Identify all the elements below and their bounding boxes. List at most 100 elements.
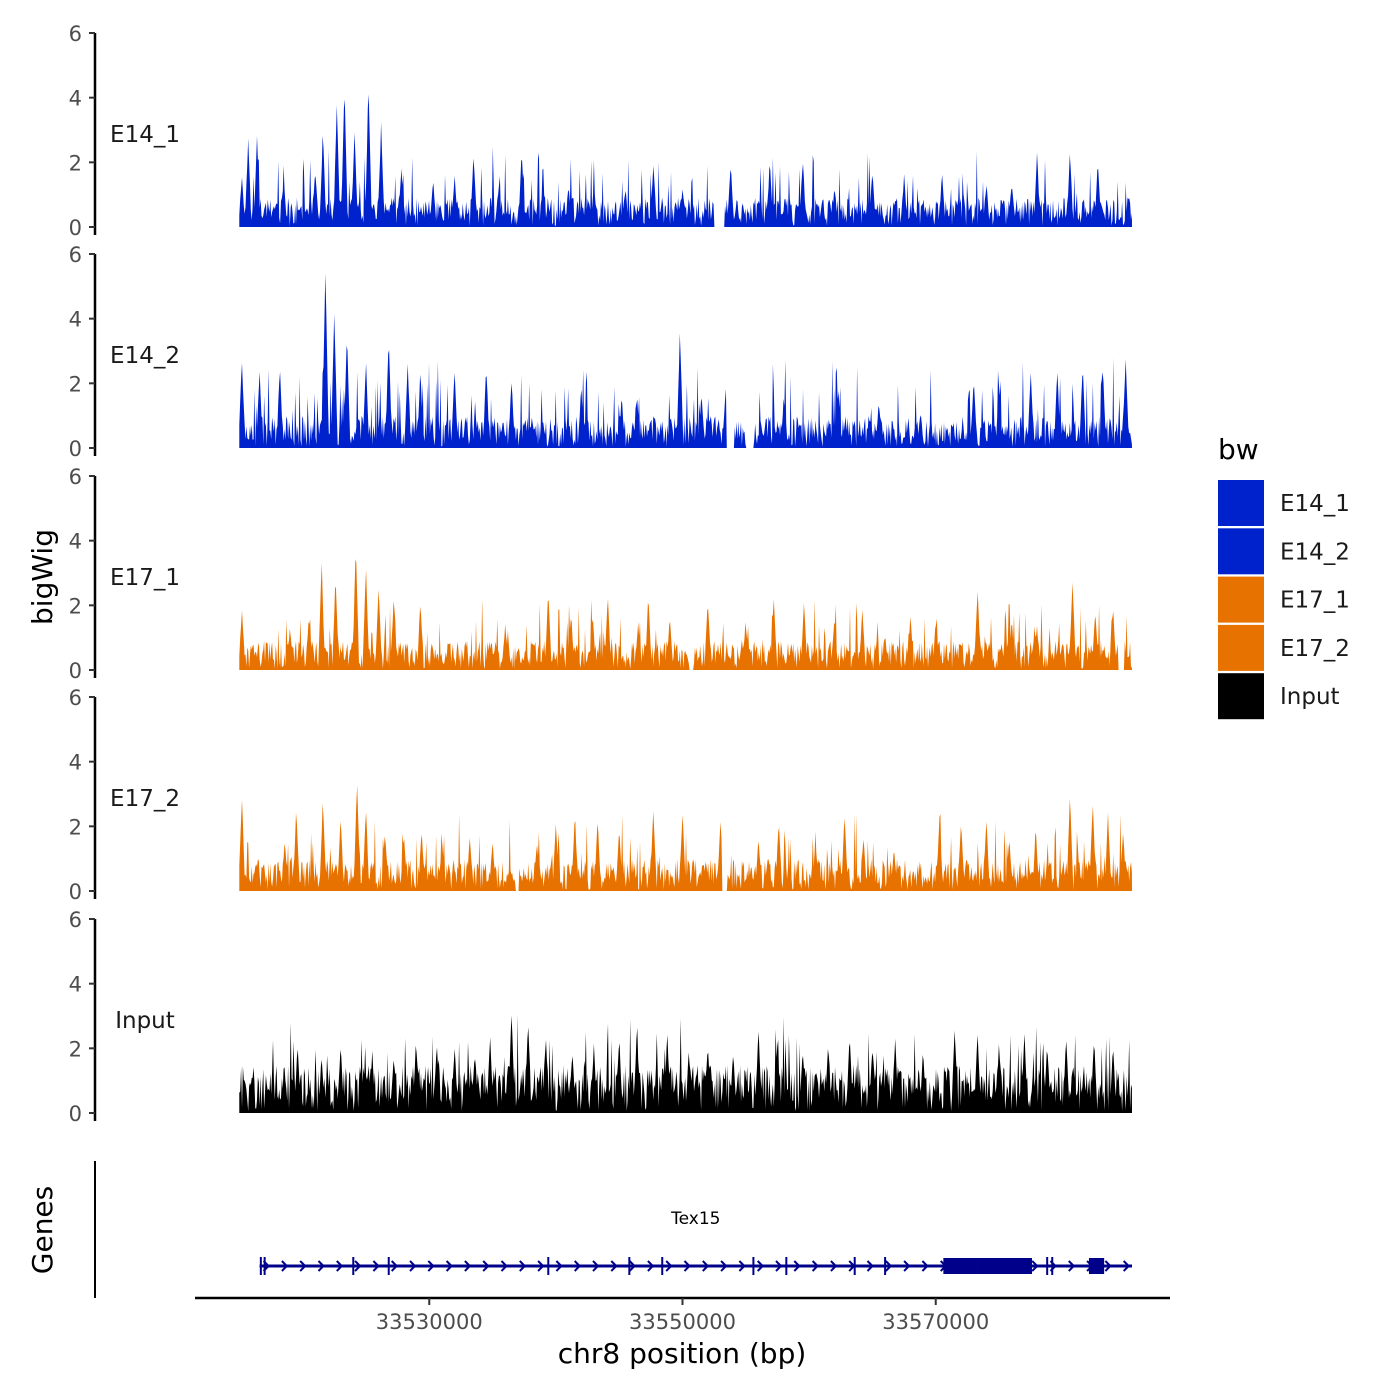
strand-arrow	[500, 1260, 508, 1272]
y-tick-label: 0	[69, 880, 82, 904]
strand-arrow	[628, 1260, 636, 1272]
strand-arrow	[647, 1260, 655, 1272]
signal-area-E14_1	[239, 94, 1133, 227]
track-panels: 0 2 4 6 E14_1 0 2 4 6 E14_2 0 2 4 6 E17_1 0 2 4 6 E17_2 0 2 4 6…	[69, 22, 1133, 1126]
legend: bw E14_1 E14_2 E17_1 E17_2 Input	[1218, 433, 1350, 720]
gene-label: Tex15	[670, 1209, 720, 1229]
track-E17_1: 0 2 4 6 E17_1	[69, 465, 1133, 683]
legend-label: E14_1	[1280, 491, 1350, 517]
gene-model	[259, 1257, 1133, 1275]
strand-arrow	[445, 1260, 453, 1272]
strand-arrow	[903, 1260, 911, 1272]
strand-arrow	[1122, 1260, 1131, 1272]
strand-arrow	[610, 1260, 618, 1272]
strand-arrow	[317, 1260, 325, 1272]
y-tick-label: 4	[69, 530, 82, 554]
strand-arrow	[702, 1260, 710, 1272]
strand-arrow	[866, 1260, 874, 1272]
track-E17_2: 0 2 4 6 E17_2	[69, 686, 1133, 904]
strand-arrow	[336, 1260, 344, 1272]
strand-arrow	[409, 1260, 417, 1272]
y-tick-label: 6	[69, 465, 82, 489]
y-tick-label: 2	[69, 594, 82, 618]
strand-arrow	[885, 1260, 893, 1272]
track-label: Input	[115, 1008, 175, 1034]
y-tick-label: 2	[69, 372, 82, 396]
strand-arrow	[573, 1260, 582, 1272]
y-axis-title: bigWig	[26, 529, 59, 625]
strand-arrow	[720, 1260, 728, 1272]
strand-arrow	[811, 1260, 819, 1272]
strand-arrow	[665, 1260, 673, 1272]
track-Input: 0 2 4 6 Input	[69, 908, 1133, 1126]
legend-label: E17_1	[1280, 588, 1350, 614]
y-tick-label: 2	[69, 151, 82, 175]
exon-block	[943, 1258, 978, 1274]
strand-arrow	[1104, 1260, 1112, 1272]
strand-arrow	[1068, 1260, 1076, 1272]
strand-arrow	[354, 1260, 362, 1272]
strand-arrow	[372, 1260, 380, 1272]
track-E14_1: 0 2 4 6 E14_1	[69, 22, 1133, 240]
x-axis-title: chr8 position (bp)	[558, 1337, 807, 1370]
x-tick-label: 33530000	[376, 1310, 483, 1334]
y-tick-label: 0	[69, 1102, 82, 1126]
x-tick-label: 33570000	[882, 1310, 989, 1334]
x-axis-ticks: 33530000 33550000 33570000	[376, 1298, 989, 1334]
strand-arrow	[519, 1260, 527, 1272]
exon-block	[977, 1258, 1032, 1274]
legend-label: E14_2	[1280, 539, 1350, 565]
legend-title: bw	[1218, 433, 1259, 466]
legend-label: Input	[1280, 684, 1340, 710]
strand-arrow	[482, 1260, 490, 1272]
strand-arrow	[281, 1260, 289, 1272]
x-tick-label: 33550000	[629, 1310, 736, 1334]
strand-arrow	[592, 1260, 600, 1272]
track-E14_2: 0 2 4 6 E14_2	[69, 243, 1133, 461]
strand-arrow	[537, 1260, 545, 1272]
y-tick-label: 6	[69, 908, 82, 932]
legend-swatch-E17_2	[1218, 624, 1264, 671]
strand-arrow	[390, 1260, 399, 1272]
legend-swatch-E17_1	[1218, 576, 1264, 623]
exon-block	[1088, 1258, 1105, 1274]
track-label: E14_2	[110, 343, 180, 369]
legend-swatch-Input	[1218, 673, 1264, 720]
track-label: E14_1	[110, 122, 180, 148]
y-tick-label: 4	[69, 751, 82, 775]
signal-area-E14_2	[239, 273, 1133, 448]
y-tick-label: 4	[69, 87, 82, 111]
strand-arrow	[683, 1260, 691, 1272]
y-tick-label: 2	[69, 815, 82, 839]
legend-swatch-E14_2	[1218, 528, 1264, 575]
y-tick-label: 0	[69, 437, 82, 461]
legend-swatch-E14_1	[1218, 480, 1264, 526]
y-tick-label: 0	[69, 659, 82, 683]
strand-arrow	[921, 1260, 929, 1272]
y-tick-label: 6	[69, 22, 82, 46]
track-label: E17_2	[110, 786, 180, 812]
y-tick-label: 4	[69, 973, 82, 997]
y-tick-label: 0	[69, 216, 82, 240]
strand-arrow	[756, 1260, 765, 1272]
strand-arrow	[299, 1260, 307, 1272]
signal-area-E17_2	[239, 784, 1133, 891]
strand-arrow	[427, 1260, 435, 1272]
strand-arrow	[555, 1260, 563, 1272]
signal-area-Input	[239, 1013, 1133, 1113]
genes-axis-title: Genes	[26, 1186, 59, 1274]
y-tick-label: 2	[69, 1037, 82, 1061]
track-label: E17_1	[110, 565, 180, 591]
signal-area-E17_1	[239, 559, 1133, 670]
strand-arrow	[1031, 1260, 1039, 1272]
y-tick-label: 6	[69, 243, 82, 267]
strand-arrow	[793, 1260, 801, 1272]
strand-arrow	[738, 1260, 746, 1272]
strand-arrow	[830, 1260, 838, 1272]
strand-arrow	[464, 1260, 472, 1272]
strand-arrow	[775, 1260, 783, 1272]
legend-label: E17_2	[1280, 636, 1350, 662]
y-tick-label: 6	[69, 686, 82, 710]
y-tick-label: 4	[69, 308, 82, 332]
